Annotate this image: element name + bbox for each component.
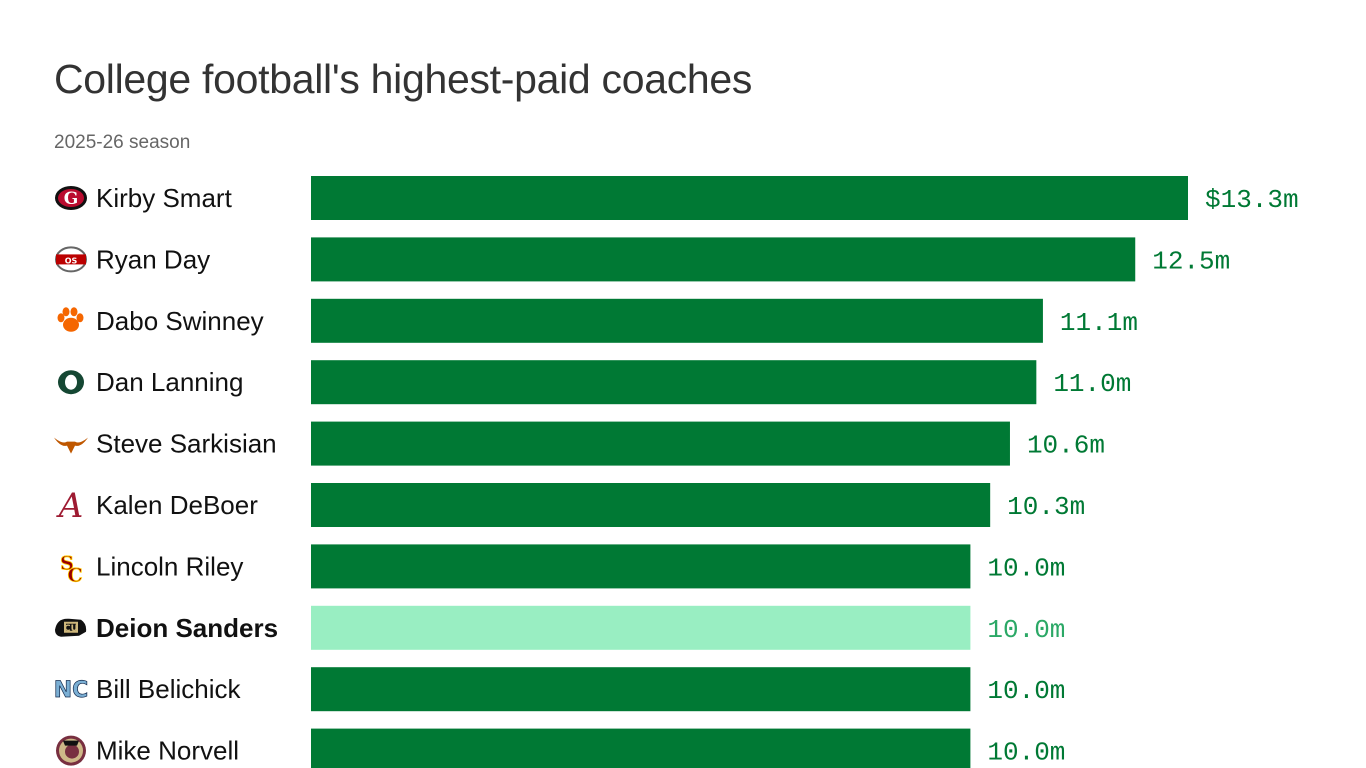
bar-row-kirby-smart: G Kirby Smart $13.3m: [55, 176, 1299, 220]
bar-row-ryan-day: OS Ryan Day 12.5m: [55, 237, 1230, 282]
category-label: Deion Sanders: [96, 613, 278, 643]
bar-row-bill-belichick: NC Bill Belichick 10.0m: [53, 667, 1065, 712]
data-label: 10.0m: [987, 615, 1065, 645]
bar-row-dabo-swinney: Dabo Swinney 11.1m: [57, 298, 1138, 343]
svg-text:G: G: [64, 189, 79, 209]
svg-text:OS: OS: [65, 256, 78, 265]
florida-state-seminole-icon: [56, 735, 86, 766]
bar: [311, 298, 1043, 343]
ohio-state-logo-icon: OS: [55, 246, 87, 273]
data-label: 10.0m: [987, 738, 1065, 768]
alabama-script-a-icon: A: [56, 486, 84, 526]
data-label: 11.1m: [1060, 308, 1138, 338]
data-label: 10.0m: [987, 676, 1065, 706]
category-label: Dabo Swinney: [96, 306, 264, 336]
clemson-paw-icon: [57, 307, 84, 332]
category-label: Kalen DeBoer: [96, 490, 258, 520]
category-label: Ryan Day: [96, 244, 210, 274]
chart-subtitle: 2025-26 season: [54, 132, 191, 153]
colorado-buffalo-icon: CU: [55, 618, 87, 637]
bar-row-deion-sanders: CU Deion Sanders 10.0m: [55, 605, 1065, 650]
category-label: Mike Norvell: [96, 736, 239, 766]
bar: [311, 237, 1136, 282]
georgia-g-logo-icon: G: [55, 186, 87, 210]
svg-text:C: C: [67, 564, 82, 586]
category-label: Steve Sarkisian: [96, 429, 277, 459]
oregon-o-icon: [58, 370, 84, 395]
data-label: $13.3m: [1205, 185, 1299, 215]
category-label: Lincoln Riley: [96, 551, 243, 581]
category-label: Bill Belichick: [96, 674, 241, 704]
data-label: 10.6m: [1027, 431, 1105, 461]
svg-text:S: S: [60, 552, 74, 574]
svg-text:NC: NC: [54, 678, 89, 703]
texas-longhorn-icon: [54, 437, 88, 454]
data-label: 10.3m: [1007, 492, 1085, 522]
unc-nc-icon: NC: [53, 678, 89, 704]
bar: [311, 421, 1010, 466]
usc-sc-icon: SC: [60, 552, 83, 587]
bar: [311, 605, 971, 650]
svg-text:CU: CU: [64, 624, 78, 634]
bar: [311, 176, 1188, 220]
data-label: 10.0m: [987, 553, 1065, 583]
bar: [311, 544, 971, 589]
data-label: 11.0m: [1053, 369, 1131, 399]
svg-text:A: A: [56, 486, 84, 526]
bar-row-kalen-deboer: A Kalen DeBoer 10.3m: [56, 483, 1085, 527]
bar-row-dan-lanning: Dan Lanning 11.0m: [58, 360, 1131, 405]
bar-row-lincoln-riley: SC Lincoln Riley 10.0m: [60, 544, 1065, 589]
category-label: Dan Lanning: [96, 367, 243, 397]
chart-title: College football's highest-paid coaches: [54, 56, 753, 102]
bar: [311, 667, 971, 712]
data-label: 12.5m: [1152, 246, 1230, 276]
bar-row-steve-sarkisian: Steve Sarkisian 10.6m: [54, 421, 1105, 466]
bar: [311, 483, 991, 527]
category-label: Kirby Smart: [96, 183, 233, 213]
bar-row-mike-norvell: Mike Norvell 10.0m: [56, 728, 1065, 768]
bar: [311, 728, 971, 768]
bar: [311, 360, 1037, 405]
